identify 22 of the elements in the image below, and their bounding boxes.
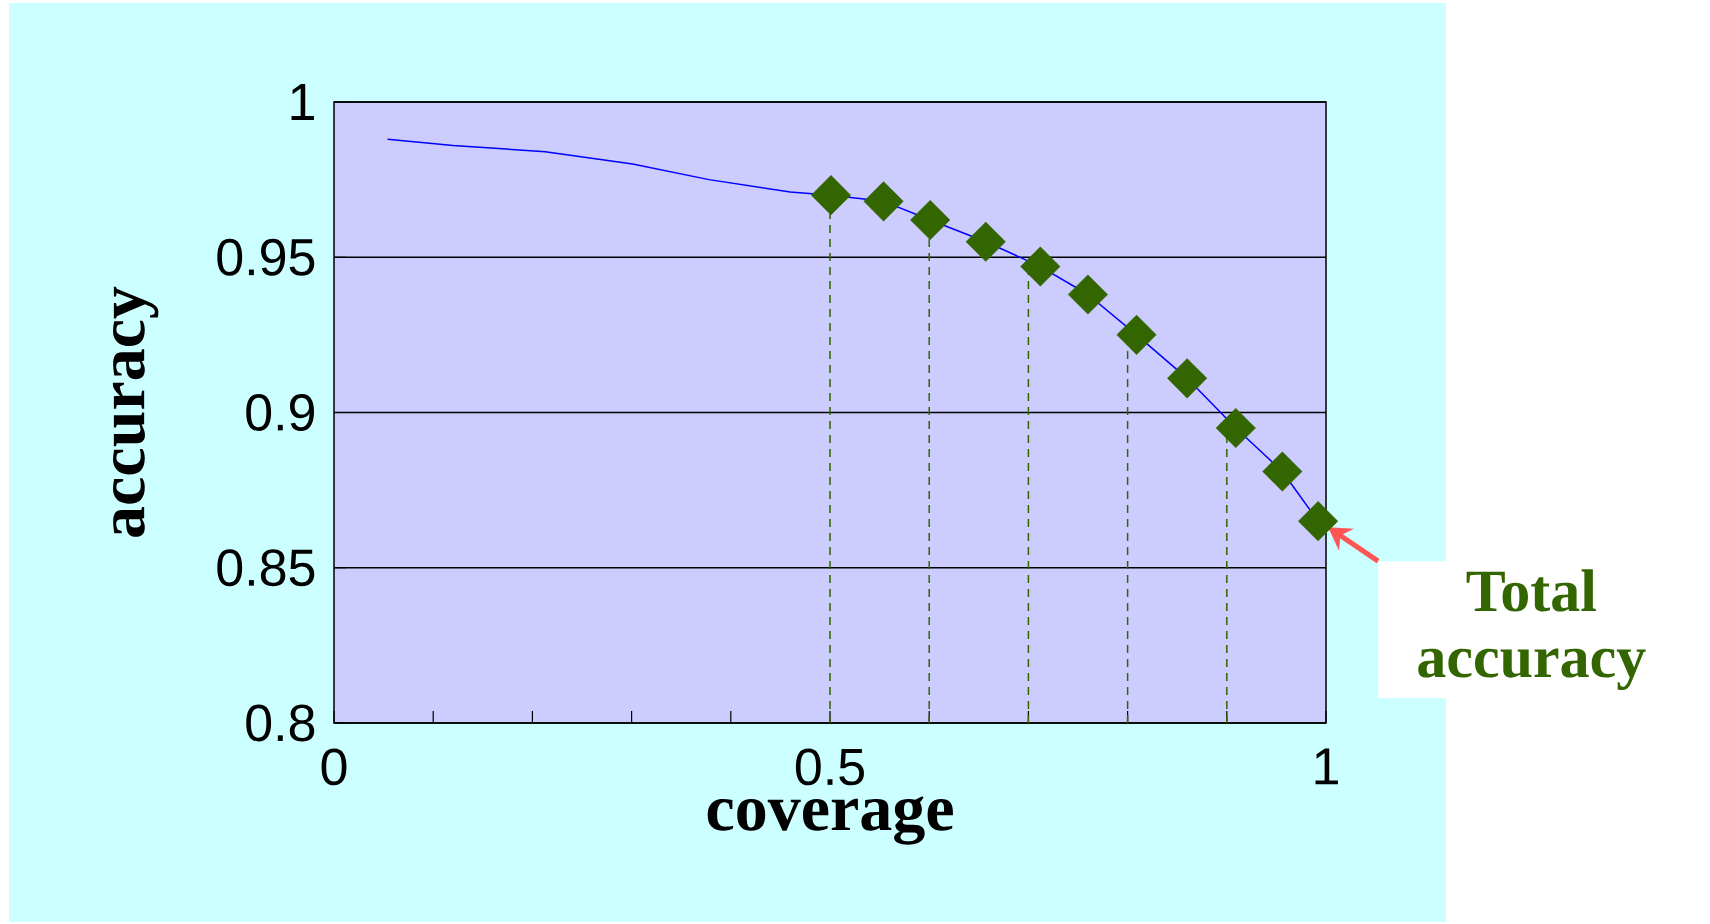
- point: [1262, 451, 1303, 492]
- point: [1020, 246, 1061, 287]
- point: [1116, 314, 1157, 355]
- point: [863, 181, 904, 222]
- x-tick-label: 1: [1315, 748, 1338, 785]
- annotation: Total accuracy: [1418, 569, 1646, 690]
- y-tick-label: 0.85: [217, 549, 315, 587]
- point: [1215, 408, 1256, 449]
- point: [811, 175, 851, 216]
- point: [1067, 274, 1108, 315]
- y-axis-title: accuracy: [112, 286, 159, 537]
- y-tick-label: 0.9: [246, 394, 315, 431]
- y-tick-label: 1: [291, 84, 314, 120]
- y-tick-label: 0.95: [217, 238, 315, 276]
- point: [910, 199, 951, 240]
- point: [965, 221, 1006, 262]
- point: [1298, 501, 1339, 542]
- x-tick-label: 0: [321, 748, 347, 786]
- x-axis-title: coverage: [707, 796, 953, 845]
- y-tick-label: 0.8: [246, 704, 315, 742]
- point: [1167, 358, 1208, 399]
- x-tick-label: 0.5: [795, 748, 864, 786]
